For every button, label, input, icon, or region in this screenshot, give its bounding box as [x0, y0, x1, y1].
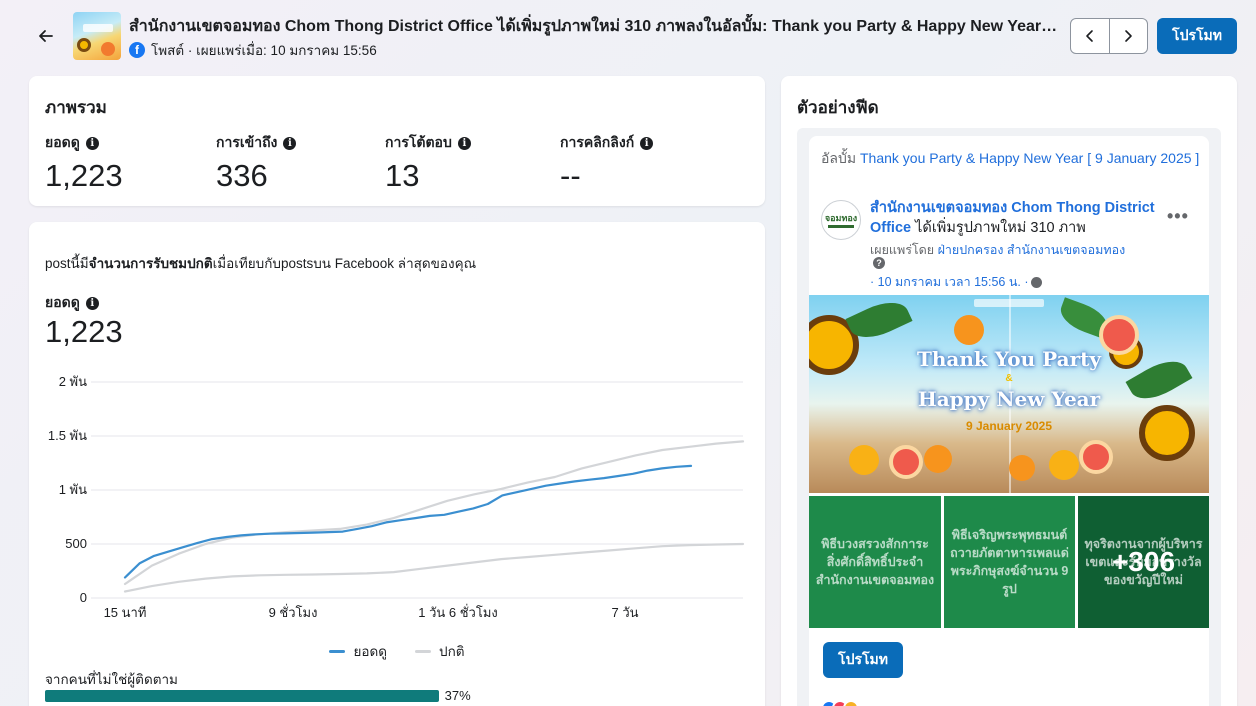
- hero-date: 9 January 2025: [965, 419, 1053, 433]
- page-action: ได้เพิ่มรูปภาพใหม่ 310 ภาพ: [915, 220, 1086, 236]
- post-meta-text: โพสต์ · เผยแพร่เมื่อ: 10 มกราคม 15:56: [151, 43, 377, 58]
- post-date: · 10 มกราคม เวลา 15:56 น. ·: [870, 272, 1043, 292]
- post-thumbnail: [73, 12, 121, 60]
- x-tick-label: 15 นาที: [104, 605, 147, 620]
- hero-ampersand: &: [1005, 373, 1013, 384]
- preview-heading: ตัวอย่างฟีด: [797, 98, 879, 117]
- overview-card: ภาพรวม ยอดดู i 1,223 การเข้าถึง i 336 การโ…: [29, 76, 765, 206]
- x-tick-label: 1 วัน 6 ชั่วโมง: [418, 604, 498, 620]
- metric-link-clicks: การคลิกลิงก์ i --: [560, 132, 654, 194]
- more-photos-count: +306: [1111, 546, 1176, 577]
- series-line-views[interactable]: [123, 464, 693, 579]
- performance-note: postนี้มีจำนวนการรับชมปกติเมื่อเทียบกับp…: [45, 252, 476, 274]
- y-tick-label: 2 พัน: [59, 374, 87, 389]
- album-link[interactable]: Thank you Party & Happy New Year [ 9 Jan…: [860, 150, 1200, 166]
- care-reaction-icon: [843, 700, 859, 706]
- promote-button[interactable]: โปรโมท: [1157, 18, 1237, 54]
- metric-value: 1,223: [45, 158, 123, 193]
- album-photo-tile[interactable]: พิธีบวงสรวงสักการะสิ่งศักดิ์สิทธิ์ประจำส…: [809, 496, 941, 628]
- y-tick-label: 0: [80, 590, 87, 605]
- info-icon[interactable]: i: [283, 136, 297, 150]
- series-line-typical-lower[interactable]: [123, 542, 745, 593]
- hero-title-2: Happy New Year: [917, 387, 1101, 411]
- post-navigation: [1070, 18, 1148, 54]
- metric-reach: การเข้าถึง i 336: [216, 132, 297, 194]
- info-icon[interactable]: i: [85, 296, 99, 310]
- feed-preview-card: ตัวอย่างฟีด อัลบั้ม Thank you Party & Ha…: [781, 76, 1237, 706]
- metric-interactions: การโต้ตอบ i 13: [385, 132, 471, 194]
- next-post-button[interactable]: [1108, 19, 1148, 53]
- tile-caption: พิธีเจริญพระพุทธมนต์ถวายภัตตาหารเพลแด่พร…: [950, 528, 1069, 596]
- globe-icon: [1031, 276, 1043, 288]
- page-avatar[interactable]: จอมทอง: [821, 200, 861, 240]
- note-suffix: เมื่อเทียบกับpostsบน Facebook ล่าสุดของค…: [212, 256, 477, 271]
- info-icon[interactable]: i: [640, 136, 654, 150]
- x-tick-label: 9 ชั่วโมง: [269, 604, 318, 620]
- views-label: ยอดดู: [45, 294, 80, 310]
- album-line: อัลบั้ม Thank you Party & Happy New Year…: [821, 148, 1201, 168]
- help-icon[interactable]: ?: [873, 257, 885, 269]
- tile-caption: พิธีบวงสรวงสักการะสิ่งศักดิ์สิทธิ์ประจำส…: [815, 537, 935, 587]
- post-title: สำนักงานเขตจอมทอง Chom Thong District Of…: [129, 18, 1059, 35]
- album-prefix: อัลบั้ม: [821, 150, 857, 166]
- legend-label: ปกติ: [439, 644, 465, 659]
- y-tick-label: 1.5 พัน: [48, 428, 87, 443]
- post-promote-button[interactable]: โปรโมท: [823, 642, 903, 678]
- facebook-icon: f: [129, 42, 145, 58]
- chevron-left-icon: [1085, 30, 1093, 42]
- page-name-link[interactable]: สำนักงานเขตจอมทอง Chom Thong District Of…: [870, 200, 1155, 236]
- views-line-chart: 0 500 1 พัน 1.5 พัน 2 พัน 15 นาที 9 ชั่วโมง 1 ว…: [48, 374, 745, 620]
- y-tick-label: 500: [65, 536, 87, 551]
- metric-label: การเข้าถึง: [216, 134, 278, 150]
- more-options-icon[interactable]: •••: [1167, 206, 1189, 226]
- metric-views: ยอดดู i 1,223: [45, 132, 123, 194]
- legend-label: ยอดดู: [353, 644, 388, 659]
- reaction-icons: [821, 700, 859, 706]
- published-by-line: เผยแพร่โดย ฝ่ายปกครอง สำนักงานเขตจอมทอง: [870, 240, 1125, 260]
- feed-preview-frame: อัลบั้ม Thank you Party & Happy New Year…: [797, 128, 1221, 706]
- previous-post-button[interactable]: [1071, 19, 1109, 53]
- overview-heading: ภาพรวม: [45, 98, 107, 117]
- nonfollower-bar-row: 37%: [45, 688, 471, 703]
- metric-label: การคลิกลิงก์: [560, 134, 635, 150]
- album-cover-image[interactable]: Thank You Party & Happy New Year 9 Janua…: [809, 295, 1209, 493]
- nonfollower-label: จากคนที่ไม่ใช่ผู้ติดตาม: [45, 672, 178, 687]
- chart-legend: ยอดดู ปกติ: [29, 640, 765, 662]
- nonfollower-percent: 37%: [444, 688, 471, 703]
- x-tick-label: 7 วัน: [611, 605, 638, 620]
- feed-post: อัลบั้ม Thank you Party & Happy New Year…: [809, 136, 1209, 706]
- tile-caption: ทุจริตงานจากผู้บริหารเขตและรับมอบรางวัลข…: [1084, 537, 1203, 587]
- views-value: 1,223: [45, 314, 123, 349]
- album-photo-tile-more[interactable]: ทุจริตงานจากผู้บริหารเขตและรับมอบรางวัลข…: [1078, 496, 1209, 628]
- metric-label: ยอดดู: [45, 134, 80, 150]
- metric-value: --: [560, 158, 581, 193]
- post-meta: f โพสต์ · เผยแพร่เมื่อ: 10 มกราคม 15:56: [129, 39, 377, 61]
- published-by-label: เผยแพร่โดย: [870, 243, 935, 257]
- note-emphasis: จำนวนการรับชมปกติ: [88, 256, 213, 271]
- back-arrow-icon[interactable]: [34, 24, 58, 48]
- legend-item-views[interactable]: ยอดดู: [329, 640, 387, 662]
- metric-label: การโต้ตอบ: [385, 134, 452, 150]
- info-icon[interactable]: i: [457, 136, 471, 150]
- series-line-typical-upper[interactable]: [123, 440, 745, 586]
- info-icon[interactable]: i: [85, 136, 99, 150]
- avatar-text: จอมทอง: [824, 212, 858, 223]
- legend-item-typical[interactable]: ปกติ: [415, 640, 465, 662]
- metric-value: 336: [216, 158, 268, 193]
- chevron-right-icon: [1125, 30, 1133, 42]
- publisher-link[interactable]: ฝ่ายปกครอง สำนักงานเขตจอมทอง: [937, 243, 1126, 257]
- hero-title-1: Thank You Party: [917, 347, 1101, 371]
- nonfollower-progress-bar: [45, 689, 439, 702]
- metric-value: 13: [385, 158, 420, 193]
- views-performance-card: postนี้มีจำนวนการรับชมปกติเมื่อเทียบกับp…: [29, 222, 765, 706]
- y-tick-label: 1 พัน: [59, 482, 87, 497]
- post-header: สำนักงานเขตจอมทอง Chom Thong District Of…: [0, 0, 1256, 72]
- album-photo-tile[interactable]: พิธีเจริญพระพุทธมนต์ถวายภัตตาหารเพลแด่พร…: [944, 496, 1075, 628]
- post-date-text[interactable]: · 10 มกราคม เวลา 15:56 น. ·: [870, 275, 1029, 289]
- post-author-line: สำนักงานเขตจอมทอง Chom Thong District Of…: [870, 198, 1170, 238]
- note-prefix: postนี้มี: [45, 256, 89, 271]
- views-label-row: ยอดดู i: [45, 292, 99, 314]
